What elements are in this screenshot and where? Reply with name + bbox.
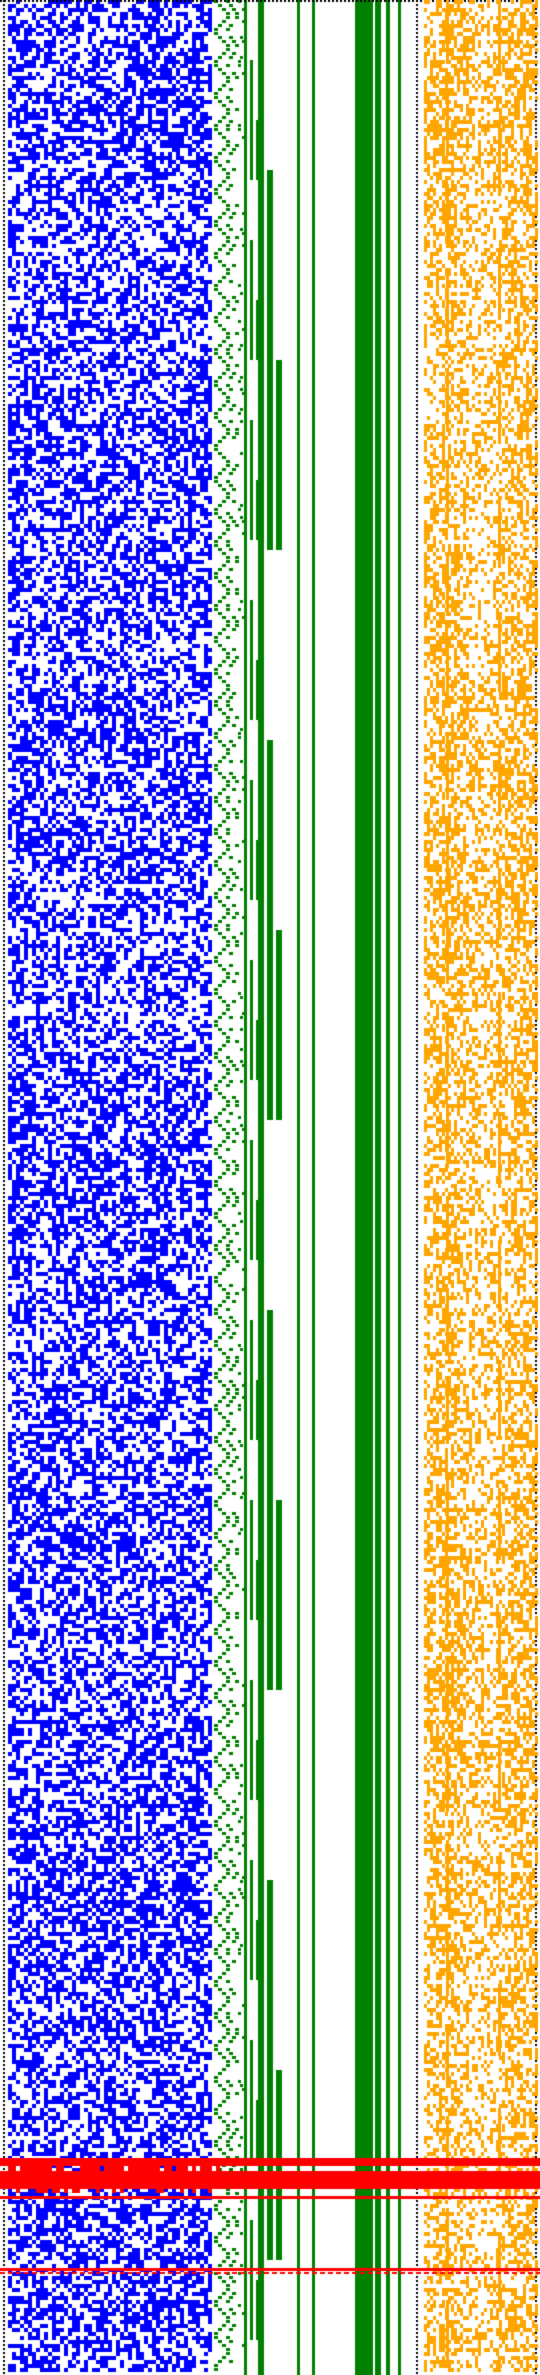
bitmap-canvas — [0, 0, 540, 2375]
